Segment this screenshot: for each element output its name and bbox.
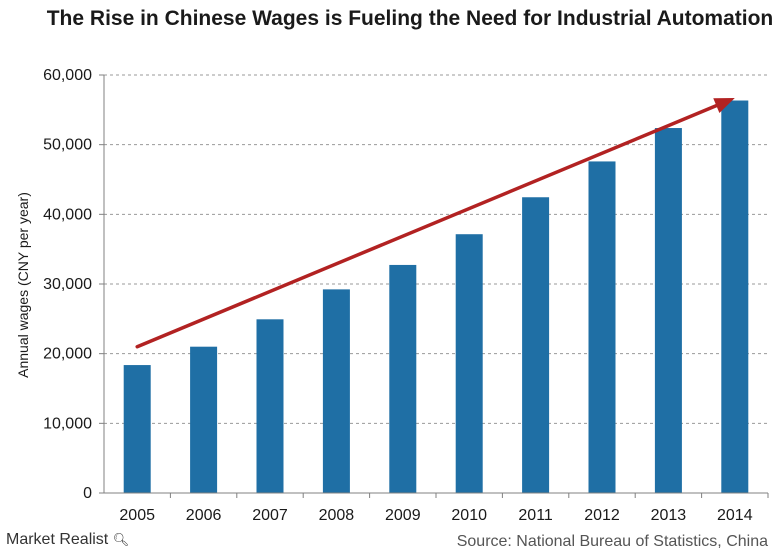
y-tick-label: 10,000 <box>43 415 92 432</box>
bar-2009 <box>389 264 417 493</box>
bar-2005 <box>123 365 151 493</box>
axes: 0 10,000 20,000 30,000 40,000 50,000 60,000 200… <box>43 67 769 524</box>
y-tick-label: 50,000 <box>43 137 92 154</box>
y-axis-title: Annual wages (CNY per year) <box>15 192 31 378</box>
source-note: Source: National Bureau of Statistics, C… <box>456 533 768 550</box>
bar-2010 <box>455 234 483 493</box>
x-tick-label: 2008 <box>319 507 355 524</box>
x-tick-label: 2007 <box>252 507 288 524</box>
bar-2008 <box>322 289 350 493</box>
trend-arrow-shaft <box>135 103 719 349</box>
y-tick-label: 20,000 <box>43 346 92 363</box>
y-tick-label: 40,000 <box>43 206 92 223</box>
x-tick-label: 2014 <box>717 507 753 524</box>
magnifier-icon: 🔍︎ <box>112 532 130 547</box>
bar-2006 <box>190 346 218 493</box>
bar-2013 <box>654 128 682 493</box>
bar-2007 <box>256 319 284 493</box>
x-tick-label: 2006 <box>186 507 222 524</box>
bar-2012 <box>588 161 616 494</box>
x-tick-label: 2005 <box>119 507 155 524</box>
y-tick-label: 30,000 <box>43 276 92 293</box>
x-tick-label: 2011 <box>518 507 553 524</box>
brand-logo: Market Realist 🔍︎ <box>6 531 129 549</box>
x-tick-label: 2012 <box>584 507 620 524</box>
x-tick-label: 2009 <box>385 507 421 524</box>
trend-arrow <box>135 97 735 349</box>
y-tick-label: 60,000 <box>43 67 92 84</box>
y-tick-label: 0 <box>83 485 92 502</box>
bar-2014 <box>721 100 749 493</box>
bars <box>123 100 749 494</box>
x-tick-label: 2013 <box>651 507 687 524</box>
chart-title: The Rise in Chinese Wages is Fueling the… <box>46 7 774 30</box>
brand-name: Market Realist <box>6 531 109 548</box>
x-tick-label: 2010 <box>451 507 487 524</box>
trend-arrow-head <box>713 97 735 114</box>
bar-2011 <box>522 197 550 493</box>
